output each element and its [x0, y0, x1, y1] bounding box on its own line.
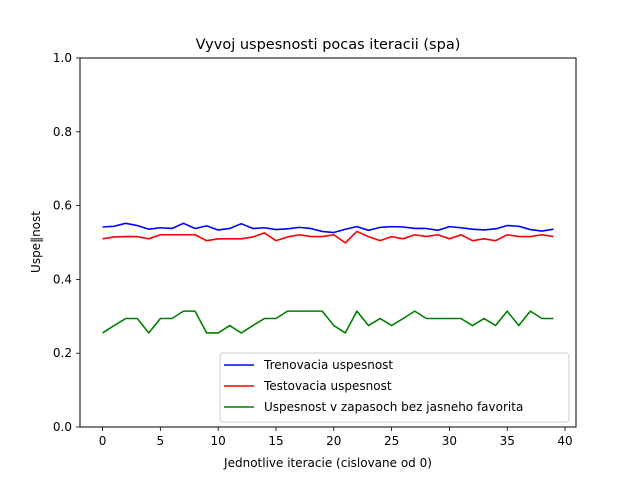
legend-label: Trenovacia uspesnost: [263, 358, 393, 372]
legend-box: [219, 352, 570, 423]
legend-label: Uspesnost v zapasoch bez jasneho favorit…: [264, 400, 523, 414]
x-tick-label: 5: [157, 434, 165, 448]
y-tick-label: 0.0: [53, 420, 72, 434]
y-tick-label: 0.2: [53, 346, 72, 360]
y-tick-label: 0.4: [53, 272, 72, 286]
series-line-0: [102, 222, 554, 234]
series-line-2: [102, 310, 554, 334]
legend-label: Testovacia uspesnost: [263, 379, 392, 393]
x-tick-label: 35: [500, 434, 515, 448]
x-tick-label: 40: [557, 434, 572, 448]
x-tick-label: 15: [268, 434, 283, 448]
plot-area: 0 5 10 15 20 25 30 35 40 0.0 0.2 0.4 0.6 0.8 1.0 Trenov…: [53, 51, 577, 448]
x-tick-label: 10: [211, 434, 226, 448]
x-tick-label: 30: [442, 434, 457, 448]
x-axis-label: Jednotlive iteracie (cislovane od 0): [223, 456, 432, 470]
series-line-1: [102, 230, 554, 244]
legend: Trenovacia uspesnost Testovacia uspesnost…: [219, 352, 570, 423]
x-tick-label: 20: [326, 434, 341, 448]
y-tick-label: 0.8: [53, 125, 72, 139]
x-tick-label: 25: [384, 434, 399, 448]
y-tick-label: 0.6: [53, 199, 72, 213]
y-tick-label: 1.0: [53, 51, 72, 65]
y-axis-label: Uspe‖nost: [29, 211, 43, 273]
chart-title: Vyvoj uspesnosti pocas iteracii (spa): [196, 37, 461, 53]
x-tick-label: 0: [99, 434, 107, 448]
